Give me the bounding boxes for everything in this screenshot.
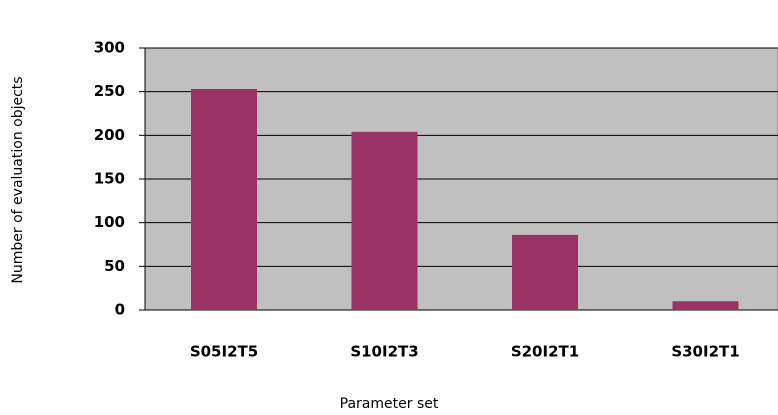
- y-tick-label: 200: [94, 126, 125, 144]
- x-tick-label: S30I2T1: [671, 343, 739, 361]
- y-axis-label: Number of evaluation objects: [10, 76, 26, 283]
- y-tick-label: 300: [94, 39, 125, 57]
- y-tick-label: 50: [104, 257, 125, 275]
- y-tick-label: 0: [115, 301, 125, 319]
- bar: [512, 234, 578, 310]
- y-tick-label: 150: [94, 170, 125, 188]
- bar: [351, 131, 418, 310]
- x-tick-label: S10I2T3: [350, 343, 418, 361]
- x-tick-label: S20I2T1: [511, 343, 579, 361]
- y-tick-label: 100: [94, 213, 125, 231]
- y-tick-label: 250: [94, 82, 125, 100]
- x-axis-label: Parameter set: [340, 396, 439, 412]
- bar: [191, 89, 257, 311]
- x-tick-label: S05I2T5: [190, 343, 258, 361]
- bar: [672, 301, 739, 310]
